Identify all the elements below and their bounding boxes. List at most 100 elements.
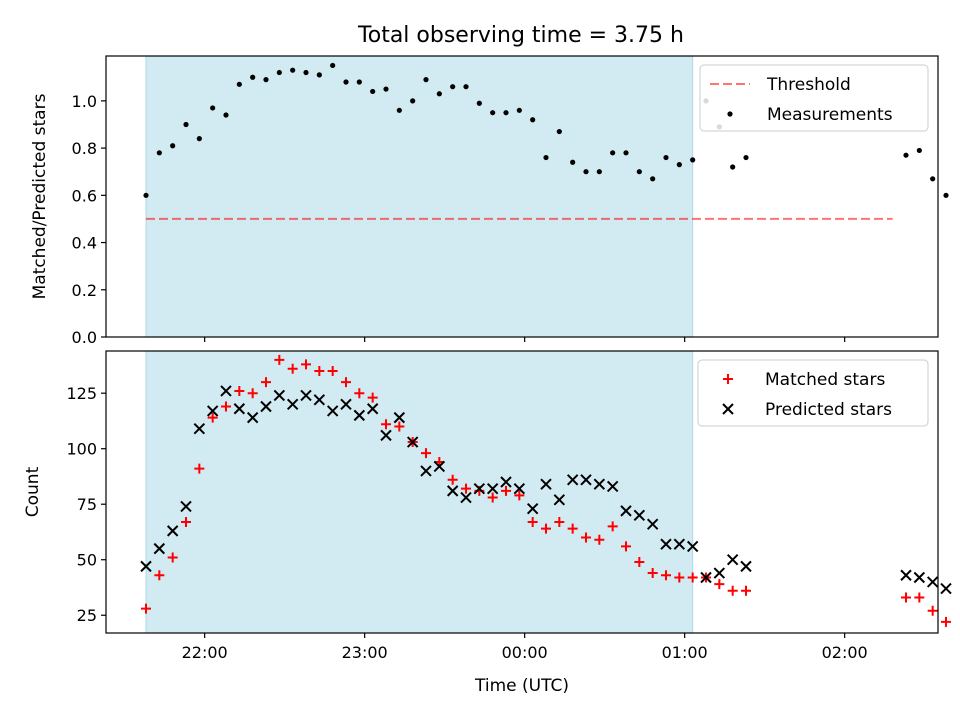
y-tick-label: 75 xyxy=(77,495,97,514)
matched-point xyxy=(234,385,245,396)
y-tick-label: 0.0 xyxy=(72,328,97,347)
matched-point xyxy=(367,392,378,403)
predicted-point xyxy=(580,474,592,486)
measurement-point xyxy=(676,162,682,168)
predicted-point xyxy=(233,403,246,415)
top-panel: 0.0 0.2 0.4 0.6 0.8 1.0 Matched/Predicted star… xyxy=(30,55,949,347)
predicted-point xyxy=(433,460,446,473)
matched-point xyxy=(941,616,951,627)
matched-point xyxy=(674,572,685,583)
measurement-point xyxy=(943,192,949,198)
measurement-point xyxy=(463,84,469,90)
measurement-point xyxy=(743,154,749,161)
matched-point xyxy=(247,388,258,399)
legend-box xyxy=(699,64,929,132)
measurement-point xyxy=(930,176,936,182)
measurement-point xyxy=(450,84,456,90)
measurement-point xyxy=(330,62,336,69)
predicted-point xyxy=(353,409,366,422)
predicted-point xyxy=(486,482,499,495)
predicted-point xyxy=(726,554,739,566)
predicted-point xyxy=(593,478,606,490)
predicted-point xyxy=(153,542,166,555)
predicted-point xyxy=(700,571,712,584)
y-tick-label: 50 xyxy=(77,551,97,570)
matched-point xyxy=(167,552,178,563)
measurement-point xyxy=(556,128,562,135)
legend-predicted-swatch xyxy=(722,403,734,415)
predicted-point xyxy=(300,389,312,402)
predicted-point xyxy=(166,525,179,537)
matched-point xyxy=(554,516,565,527)
axes-frame xyxy=(105,350,939,634)
matched-point xyxy=(354,388,365,399)
predicted-point xyxy=(313,394,326,406)
measurement-point xyxy=(730,164,736,170)
matched-point xyxy=(501,485,511,496)
matched-point xyxy=(341,377,351,388)
matched-point xyxy=(301,359,311,370)
matched-point xyxy=(634,556,645,567)
matched-point xyxy=(927,605,938,616)
measurement-point xyxy=(316,72,322,78)
predicted-point xyxy=(260,400,272,413)
matched-point xyxy=(487,492,498,503)
measurement-point xyxy=(916,147,922,154)
measurement-point xyxy=(903,152,909,158)
measurement-point xyxy=(410,98,416,104)
measurement-point xyxy=(196,136,202,142)
matched-point xyxy=(687,572,698,583)
predicted-point xyxy=(606,480,619,493)
matched-point xyxy=(154,570,165,581)
y-tick-label: 100 xyxy=(66,440,97,459)
matched-point xyxy=(714,579,725,590)
predicted-point xyxy=(193,423,206,435)
predicted-point xyxy=(940,582,952,595)
predicted-point xyxy=(513,482,526,495)
observing-span xyxy=(145,55,694,338)
matched-point xyxy=(207,412,218,423)
chart-title: Total observing time = 3.75 h xyxy=(357,23,684,48)
measurement-point xyxy=(583,169,589,175)
predicted-point xyxy=(286,398,299,410)
y-axis-label: Count xyxy=(23,466,43,517)
measurement-point xyxy=(250,74,256,80)
y-tick-label: 0.4 xyxy=(72,234,97,253)
matched-point xyxy=(741,585,751,596)
predicted-point xyxy=(366,403,379,415)
predicted-point xyxy=(340,398,352,410)
measurement-point xyxy=(423,77,429,83)
measurement-point xyxy=(263,77,269,83)
axes-frame xyxy=(105,55,939,338)
predicted-point xyxy=(446,485,459,497)
measurement-point xyxy=(570,159,576,165)
predicted-point xyxy=(740,560,752,573)
measurement-point xyxy=(383,86,389,92)
matched-point xyxy=(274,354,285,365)
measurement-point xyxy=(276,69,282,76)
predicted-point xyxy=(180,500,192,513)
measurement-point xyxy=(370,88,376,95)
legend-label: Threshold xyxy=(766,75,851,95)
predicted-point xyxy=(393,411,406,424)
predicted-point xyxy=(273,389,286,402)
x-tick-label: 23:00 xyxy=(342,643,388,662)
predicted-point xyxy=(140,560,152,573)
matched-point xyxy=(914,592,925,603)
matched-point xyxy=(141,603,151,614)
matched-point xyxy=(661,570,671,581)
matched-point xyxy=(181,516,191,527)
measurement-point xyxy=(516,107,522,113)
predicted-point xyxy=(633,509,646,522)
measurement-point xyxy=(530,117,536,123)
measurement-point xyxy=(476,100,482,106)
measurement-point xyxy=(623,150,629,156)
y-tick-label: 0.6 xyxy=(72,186,97,205)
predicted-point xyxy=(500,476,512,488)
measurement-point xyxy=(650,176,656,182)
x-tick-label: 02:00 xyxy=(822,643,868,662)
predicted-point xyxy=(406,436,419,448)
measurement-point xyxy=(170,143,176,149)
y-tick-label: 1.0 xyxy=(72,92,97,111)
legend-label: Measurements xyxy=(767,105,893,125)
